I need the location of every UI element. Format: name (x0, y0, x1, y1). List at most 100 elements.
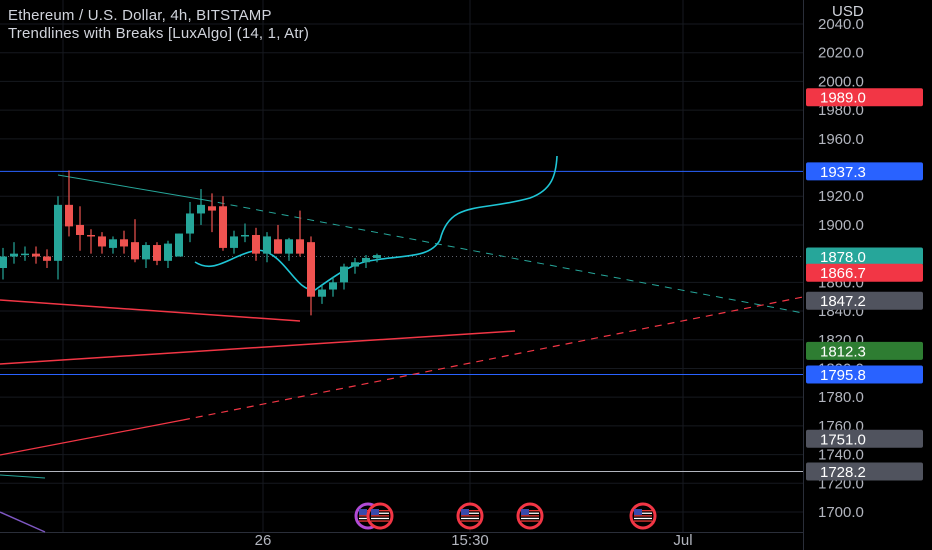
price-badge-bg (806, 341, 923, 360)
flag-stripe (521, 520, 539, 522)
candle-body (87, 234, 95, 237)
candle (263, 232, 271, 263)
flag-stripe (521, 515, 539, 517)
flag-stripe (634, 512, 652, 514)
candle-body (109, 239, 117, 248)
time-tick-label: 15:30 (451, 532, 489, 549)
candle-body (208, 206, 216, 211)
price-tick-label: 2020.0 (818, 45, 864, 62)
flag-canton (359, 509, 367, 515)
us-flag-event-icon[interactable] (366, 502, 394, 530)
candle-body (241, 234, 249, 237)
candle (241, 223, 249, 243)
flag-stripe (371, 515, 389, 517)
candle-body (296, 239, 304, 254)
candle (153, 242, 161, 266)
flag-canton (371, 509, 379, 515)
candle (131, 219, 139, 263)
candle-body (340, 266, 348, 283)
price-badge[interactable]: 1878.0 (806, 247, 923, 266)
time-tick-label: 26 (255, 532, 272, 549)
candle (230, 230, 238, 254)
candle (10, 242, 18, 264)
candle-body (307, 242, 315, 297)
candle (197, 189, 205, 225)
price-badge[interactable]: 1795.8 (806, 365, 923, 384)
candle (307, 236, 315, 316)
candle (329, 276, 337, 297)
price-badge-text: 1728.2 (820, 464, 866, 481)
candle-body (131, 242, 139, 260)
price-tick-label: 1980.0 (818, 102, 864, 119)
candle-body (153, 245, 161, 261)
candle-body (230, 236, 238, 248)
price-badge-bg (806, 162, 923, 181)
flag-stripe (371, 520, 389, 522)
flag-stripe (521, 512, 539, 514)
price-badge-bg (806, 291, 923, 310)
price-tick-label: 1960.0 (818, 131, 864, 148)
price-tick-label: 1700.0 (818, 504, 864, 521)
candle-body (120, 239, 128, 247)
lower-trendline (0, 419, 184, 456)
price-tick-label: 1740.0 (818, 447, 864, 464)
candle (340, 263, 348, 290)
candle (175, 233, 183, 257)
price-badge-bg (806, 462, 923, 481)
price-badge[interactable]: 1751.0 (806, 429, 923, 449)
us-flag-event-icon[interactable] (629, 502, 657, 530)
candle (219, 196, 227, 251)
candle-body (373, 255, 381, 258)
lower-trendline-extension (182, 296, 804, 421)
resistance-trendline (57, 174, 206, 201)
candle-body (318, 289, 326, 297)
candle-body (362, 257, 370, 263)
candle-body (76, 224, 84, 235)
candle (274, 224, 282, 254)
flag-stripe (634, 520, 652, 522)
candle (21, 246, 29, 261)
price-badge[interactable]: 1866.7 (806, 263, 923, 283)
candle-body (175, 233, 183, 257)
price-badge-bg (806, 247, 923, 266)
us-flag-event-icon[interactable] (516, 502, 544, 530)
candle-body (197, 204, 205, 214)
price-badge[interactable]: 1937.3 (806, 162, 923, 181)
candle (65, 170, 73, 237)
flag-stripe (521, 510, 539, 512)
candle-body (219, 206, 227, 248)
price-badge[interactable]: 1728.2 (806, 462, 923, 482)
candle (109, 236, 117, 254)
price-badge[interactable]: 1812.3 (806, 341, 923, 361)
indicator-title[interactable]: Trendlines with Breaks [LuxAlgo] (14, 1,… (8, 25, 310, 42)
flag-stripe (634, 517, 652, 520)
flag-stripe (461, 510, 479, 512)
candle (43, 249, 51, 268)
flag-stripe (634, 510, 652, 512)
candle (285, 237, 293, 261)
price-badge-text: 1878.0 (820, 249, 866, 266)
price-badge[interactable]: 1989.0 (806, 88, 923, 107)
price-badge-text: 1937.3 (820, 164, 866, 181)
candle (373, 253, 381, 263)
flag-stripe (371, 512, 389, 514)
price-badge[interactable]: 1847.2 (806, 291, 923, 311)
candles-layer (0, 170, 381, 316)
flag-stripe (461, 512, 479, 514)
candle (362, 255, 370, 268)
support-trendline-upper (0, 299, 301, 322)
candle-body (32, 253, 40, 257)
flag-stripe (461, 520, 479, 522)
candle-body (285, 239, 293, 254)
symbol-title[interactable]: Ethereum / U.S. Dollar, 4h, BITSTAMP (8, 7, 272, 24)
currency-label[interactable]: USD (832, 3, 864, 20)
flag-stripe (634, 515, 652, 517)
flag-canton (461, 509, 469, 515)
us-flag-event-icon[interactable] (456, 502, 484, 530)
candle-body (10, 253, 18, 257)
candle (142, 242, 150, 268)
candle-body (186, 213, 194, 234)
price-badge-text: 1866.7 (820, 265, 866, 282)
